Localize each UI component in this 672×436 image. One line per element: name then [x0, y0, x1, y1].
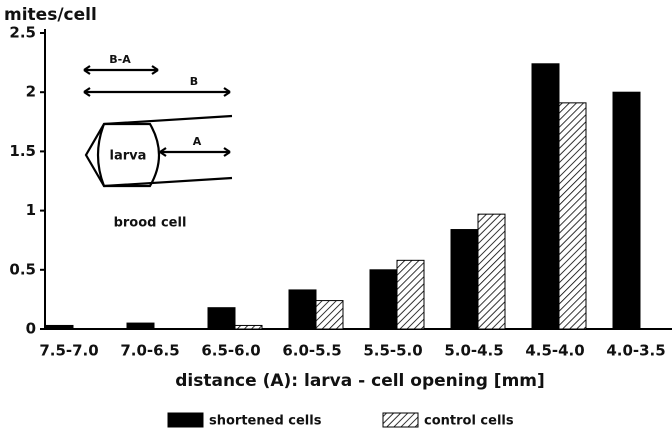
bar [208, 308, 235, 329]
x-tick-label: 7.5-7.0 [39, 342, 98, 360]
y-tick-label: 2.5 [9, 24, 36, 42]
bar [316, 301, 343, 329]
bar [127, 323, 154, 329]
inset-label: B-A [109, 53, 131, 66]
inset-label: larva [110, 149, 147, 164]
bar [235, 325, 262, 329]
chart: mites/cell distance (A): larva - cell op… [0, 0, 672, 436]
bar [532, 64, 559, 329]
y-tick-label: 1.5 [9, 142, 36, 160]
x-tick-label: 6.0-5.5 [282, 342, 341, 360]
inset-label: A [193, 135, 202, 148]
x-tick-label: 4.0-3.5 [606, 342, 665, 360]
bar [478, 214, 505, 329]
bar [289, 290, 316, 329]
x-tick-label: 6.5-6.0 [201, 342, 260, 360]
bar [370, 270, 397, 329]
bar [46, 325, 73, 329]
inset-label: B [190, 75, 198, 88]
legend-swatch [168, 413, 203, 427]
y-tick-label: 2 [26, 83, 36, 101]
y-tick-label: 1 [26, 201, 36, 219]
bar [613, 92, 640, 329]
x-tick-label: 5.5-5.0 [363, 342, 422, 360]
inset-label: brood cell [114, 216, 187, 231]
bar [451, 230, 478, 329]
bar [397, 260, 424, 329]
legend-label: control cells [424, 414, 514, 429]
legend-swatch [383, 413, 418, 427]
x-axis-label: distance (A): larva - cell opening [mm] [175, 371, 545, 391]
y-axis-label: mites/cell [4, 5, 97, 25]
y-tick-label: 0.5 [9, 260, 36, 278]
bar [559, 103, 586, 329]
legend-label: shortened cells [209, 414, 322, 429]
x-tick-label: 4.5-4.0 [525, 342, 584, 360]
x-tick-label: 5.0-4.5 [444, 342, 503, 360]
y-tick-label: 0 [26, 320, 36, 338]
inset-diagram [84, 66, 232, 186]
x-tick-label: 7.0-6.5 [120, 342, 179, 360]
